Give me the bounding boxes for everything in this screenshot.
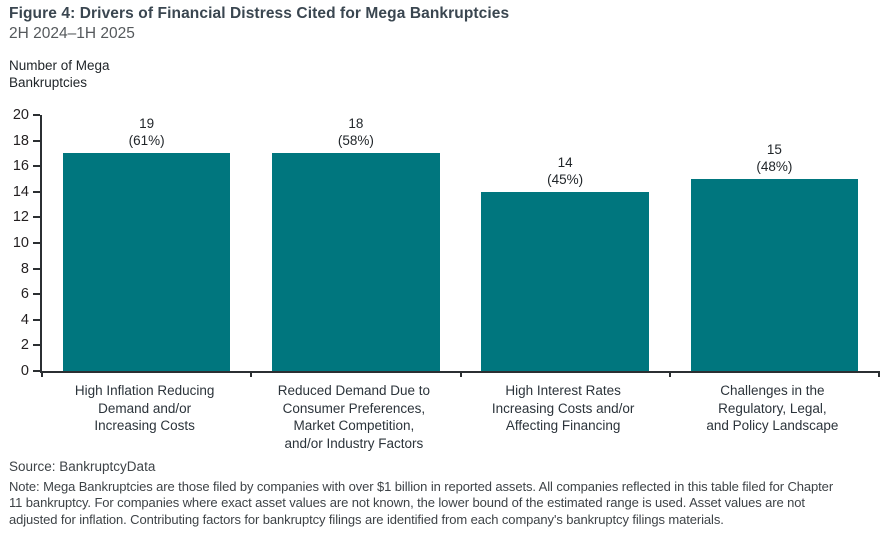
y-tick-label: 2 bbox=[20, 337, 29, 354]
bar-group-reduced-demand: 18 (58%) bbox=[251, 115, 460, 371]
y-tick-6: 6 bbox=[0, 286, 40, 302]
x-label-reduced-demand: Reduced Demand Due to Consumer Preferenc… bbox=[277, 383, 431, 451]
y-tick-label: 0 bbox=[20, 363, 29, 379]
bar-group-high-interest: 14 (45%) bbox=[461, 115, 670, 371]
bar-value-label: 15 (48%) bbox=[756, 141, 792, 175]
note-text: Note: Mega Bankruptcies are those filed … bbox=[9, 479, 834, 527]
plot-area: 0 2 4 6 8 10 12 14 16 18 20 19 (61%) 18 (58%) 14 bbox=[13, 107, 880, 379]
bar-group-high-inflation: 19 (61%) bbox=[42, 115, 251, 371]
bar-value: 14 bbox=[557, 154, 573, 170]
y-tick-label: 12 bbox=[12, 209, 29, 226]
bar-percent: (58%) bbox=[337, 133, 374, 148]
y-tick-label: 8 bbox=[20, 260, 29, 277]
bar-value: 18 bbox=[348, 116, 364, 131]
bar-percent: (45%) bbox=[547, 171, 584, 187]
x-axis-tick bbox=[250, 371, 253, 377]
y-tick-label: 20 bbox=[12, 107, 29, 123]
y-axis-title: Number of Mega Bankruptcies bbox=[9, 58, 110, 90]
y-tick-label: 6 bbox=[20, 286, 29, 303]
y-tick-label: 14 bbox=[12, 183, 29, 200]
y-tick-mark bbox=[33, 114, 40, 116]
y-tick-14: 14 bbox=[0, 184, 40, 200]
x-axis-tick bbox=[41, 371, 43, 377]
y-tick-mark bbox=[33, 139, 40, 142]
bar-regulatory-challenges bbox=[690, 179, 859, 371]
y-tick-10: 10 bbox=[0, 235, 40, 251]
y-tick-2: 2 bbox=[0, 337, 40, 353]
bar-percent: (48%) bbox=[756, 159, 793, 174]
bars-container: 19 (61%) 18 (58%) 14 (45%) bbox=[42, 115, 879, 371]
x-label-high-inflation: High Inflation Reducing Demand and/or In… bbox=[74, 383, 215, 433]
y-tick-0: 0 bbox=[0, 363, 40, 379]
y-tick-8: 8 bbox=[0, 261, 40, 277]
source-line: Source: BankruptcyData bbox=[9, 459, 156, 474]
x-label-regulatory-challenges: Challenges in the Regulatory, Legal, and… bbox=[706, 383, 839, 433]
y-tick-label: 4 bbox=[20, 311, 29, 328]
y-tick-18: 18 bbox=[0, 133, 40, 149]
bar-value: 15 bbox=[766, 142, 782, 157]
figure-subtitle: 2H 2024–1H 2025 bbox=[9, 25, 135, 42]
y-tick-20: 20 bbox=[0, 107, 40, 123]
bar-reduced-demand bbox=[272, 153, 440, 371]
figure-title: Figure 4: Drivers of Financial Distress … bbox=[9, 5, 510, 22]
x-axis-tick bbox=[668, 371, 671, 377]
bar-value-label: 18 (58%) bbox=[338, 115, 374, 149]
y-tick-mark bbox=[33, 190, 40, 193]
bar-value: 19 bbox=[139, 116, 155, 131]
x-axis-tick bbox=[459, 371, 462, 377]
bar-value-label: 19 (61%) bbox=[129, 115, 165, 149]
y-tick-mark bbox=[33, 370, 40, 372]
y-tick-mark bbox=[33, 242, 40, 244]
y-tick-mark bbox=[33, 267, 40, 270]
y-tick-12: 12 bbox=[0, 209, 40, 225]
y-tick-mark bbox=[33, 293, 40, 296]
bar-high-interest bbox=[481, 191, 649, 371]
y-tick-4: 4 bbox=[0, 312, 40, 328]
y-tick-mark bbox=[33, 318, 40, 321]
y-tick-label: 10 bbox=[12, 235, 29, 251]
bar-percent: (61%) bbox=[128, 133, 165, 148]
y-tick-mark bbox=[33, 344, 40, 347]
y-tick-mark bbox=[33, 165, 40, 168]
y-tick-label: 18 bbox=[12, 132, 29, 149]
bar-high-inflation bbox=[62, 153, 231, 371]
bar-value-label: 14 (45%) bbox=[547, 154, 583, 188]
x-label-high-interest: High Interest Rates Increasing Costs and… bbox=[491, 383, 635, 433]
y-tick-mark bbox=[33, 216, 40, 219]
x-axis-tick bbox=[878, 371, 880, 377]
x-axis-labels: High Inflation Reducing Demand and/or In… bbox=[40, 382, 877, 452]
bar-group-regulatory-challenges: 15 (48%) bbox=[670, 115, 879, 371]
y-tick-16: 16 bbox=[0, 158, 40, 174]
y-tick-label: 16 bbox=[12, 158, 29, 175]
